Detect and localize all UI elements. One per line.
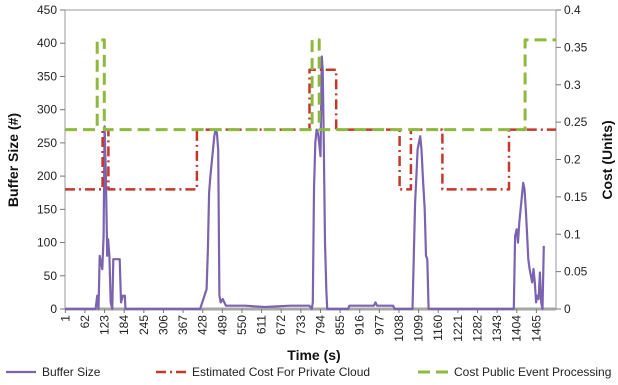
plot-frame	[64, 9, 557, 310]
x-tick-label: 184	[117, 315, 131, 335]
x-axis-title: Time (s)	[287, 347, 340, 363]
x-tick-label: 916	[353, 315, 367, 335]
y-left-tick-label: 250	[37, 136, 57, 150]
y-right-tick-label: 0.3	[564, 78, 581, 92]
y-right-tick-label: 0.1	[564, 227, 581, 241]
x-tick-label: 428	[196, 315, 210, 335]
x-tick-label: 1	[58, 315, 72, 322]
x-tick-label: 672	[274, 315, 288, 335]
legend: Buffer Size Estimated Cost For Private Cl…	[6, 365, 611, 379]
x-tick-label: 62	[78, 315, 92, 329]
x-tick-label: 977	[372, 315, 386, 335]
x-tick-label: 611	[255, 315, 269, 334]
x-tick-label: 1343	[490, 315, 504, 342]
legend-label-2: Estimated Cost For Private Cloud	[192, 365, 370, 379]
series-line-1	[65, 55, 545, 311]
y-right-tick-label: 0.35	[564, 40, 588, 54]
x-tick-label: 1465	[529, 315, 543, 342]
y-left-tick-label: 0	[50, 302, 57, 316]
y-left-tick-label: 150	[37, 202, 57, 216]
y-left-tick-label: 450	[37, 3, 57, 17]
x-tick-label: 1038	[392, 315, 406, 342]
y-left-tick-label: 350	[37, 69, 57, 83]
x-tick-label: 367	[176, 315, 190, 335]
y-axis-right-title: Cost (Units)	[599, 120, 615, 199]
y-right-tick-label: 0.05	[564, 265, 588, 279]
y-left-tick-label: 100	[37, 236, 57, 250]
x-tick-label: 1221	[451, 315, 465, 342]
y-left-tick-label: 50	[44, 269, 58, 283]
y-left-tick-label: 400	[37, 36, 57, 50]
y-right-tick-label: 0.4	[564, 3, 581, 17]
x-tick-label: 123	[98, 315, 112, 335]
x-tick-label: 489	[215, 315, 229, 335]
x-tick-label: 1099	[412, 315, 426, 342]
legend-label-1: Buffer Size	[42, 365, 101, 379]
x-tick-label: 306	[156, 315, 170, 335]
x-tick-label: 1404	[510, 315, 524, 342]
plot-area: 0 50 100 150 200 250 300 350 400 450 0 0.05 0.1 0.15 0…	[37, 3, 588, 342]
y-right-tick-label: 0.2	[564, 153, 581, 167]
y-axis-left-title: Buffer Size (#)	[5, 113, 21, 207]
series-line-3	[65, 38, 556, 132]
x-tick-label: 1160	[431, 315, 445, 341]
x-tick-label: 1282	[470, 315, 484, 342]
legend-label-3: Cost Public Event Processing	[454, 365, 611, 379]
x-tick-label: 245	[137, 315, 151, 335]
y-right-tick-label: 0	[564, 302, 571, 316]
y-left-tick-label: 300	[37, 103, 57, 117]
x-tick-label: 550	[235, 315, 249, 335]
y-left-tick-label: 200	[37, 169, 57, 183]
x-tick-label: 855	[333, 315, 347, 335]
y-right-tick-label: 0.25	[564, 115, 588, 129]
x-tick-label: 794	[313, 315, 327, 335]
x-tick-label: 733	[294, 315, 308, 335]
y-right-tick-label: 0.15	[564, 190, 588, 204]
series-line-2	[65, 68, 556, 191]
